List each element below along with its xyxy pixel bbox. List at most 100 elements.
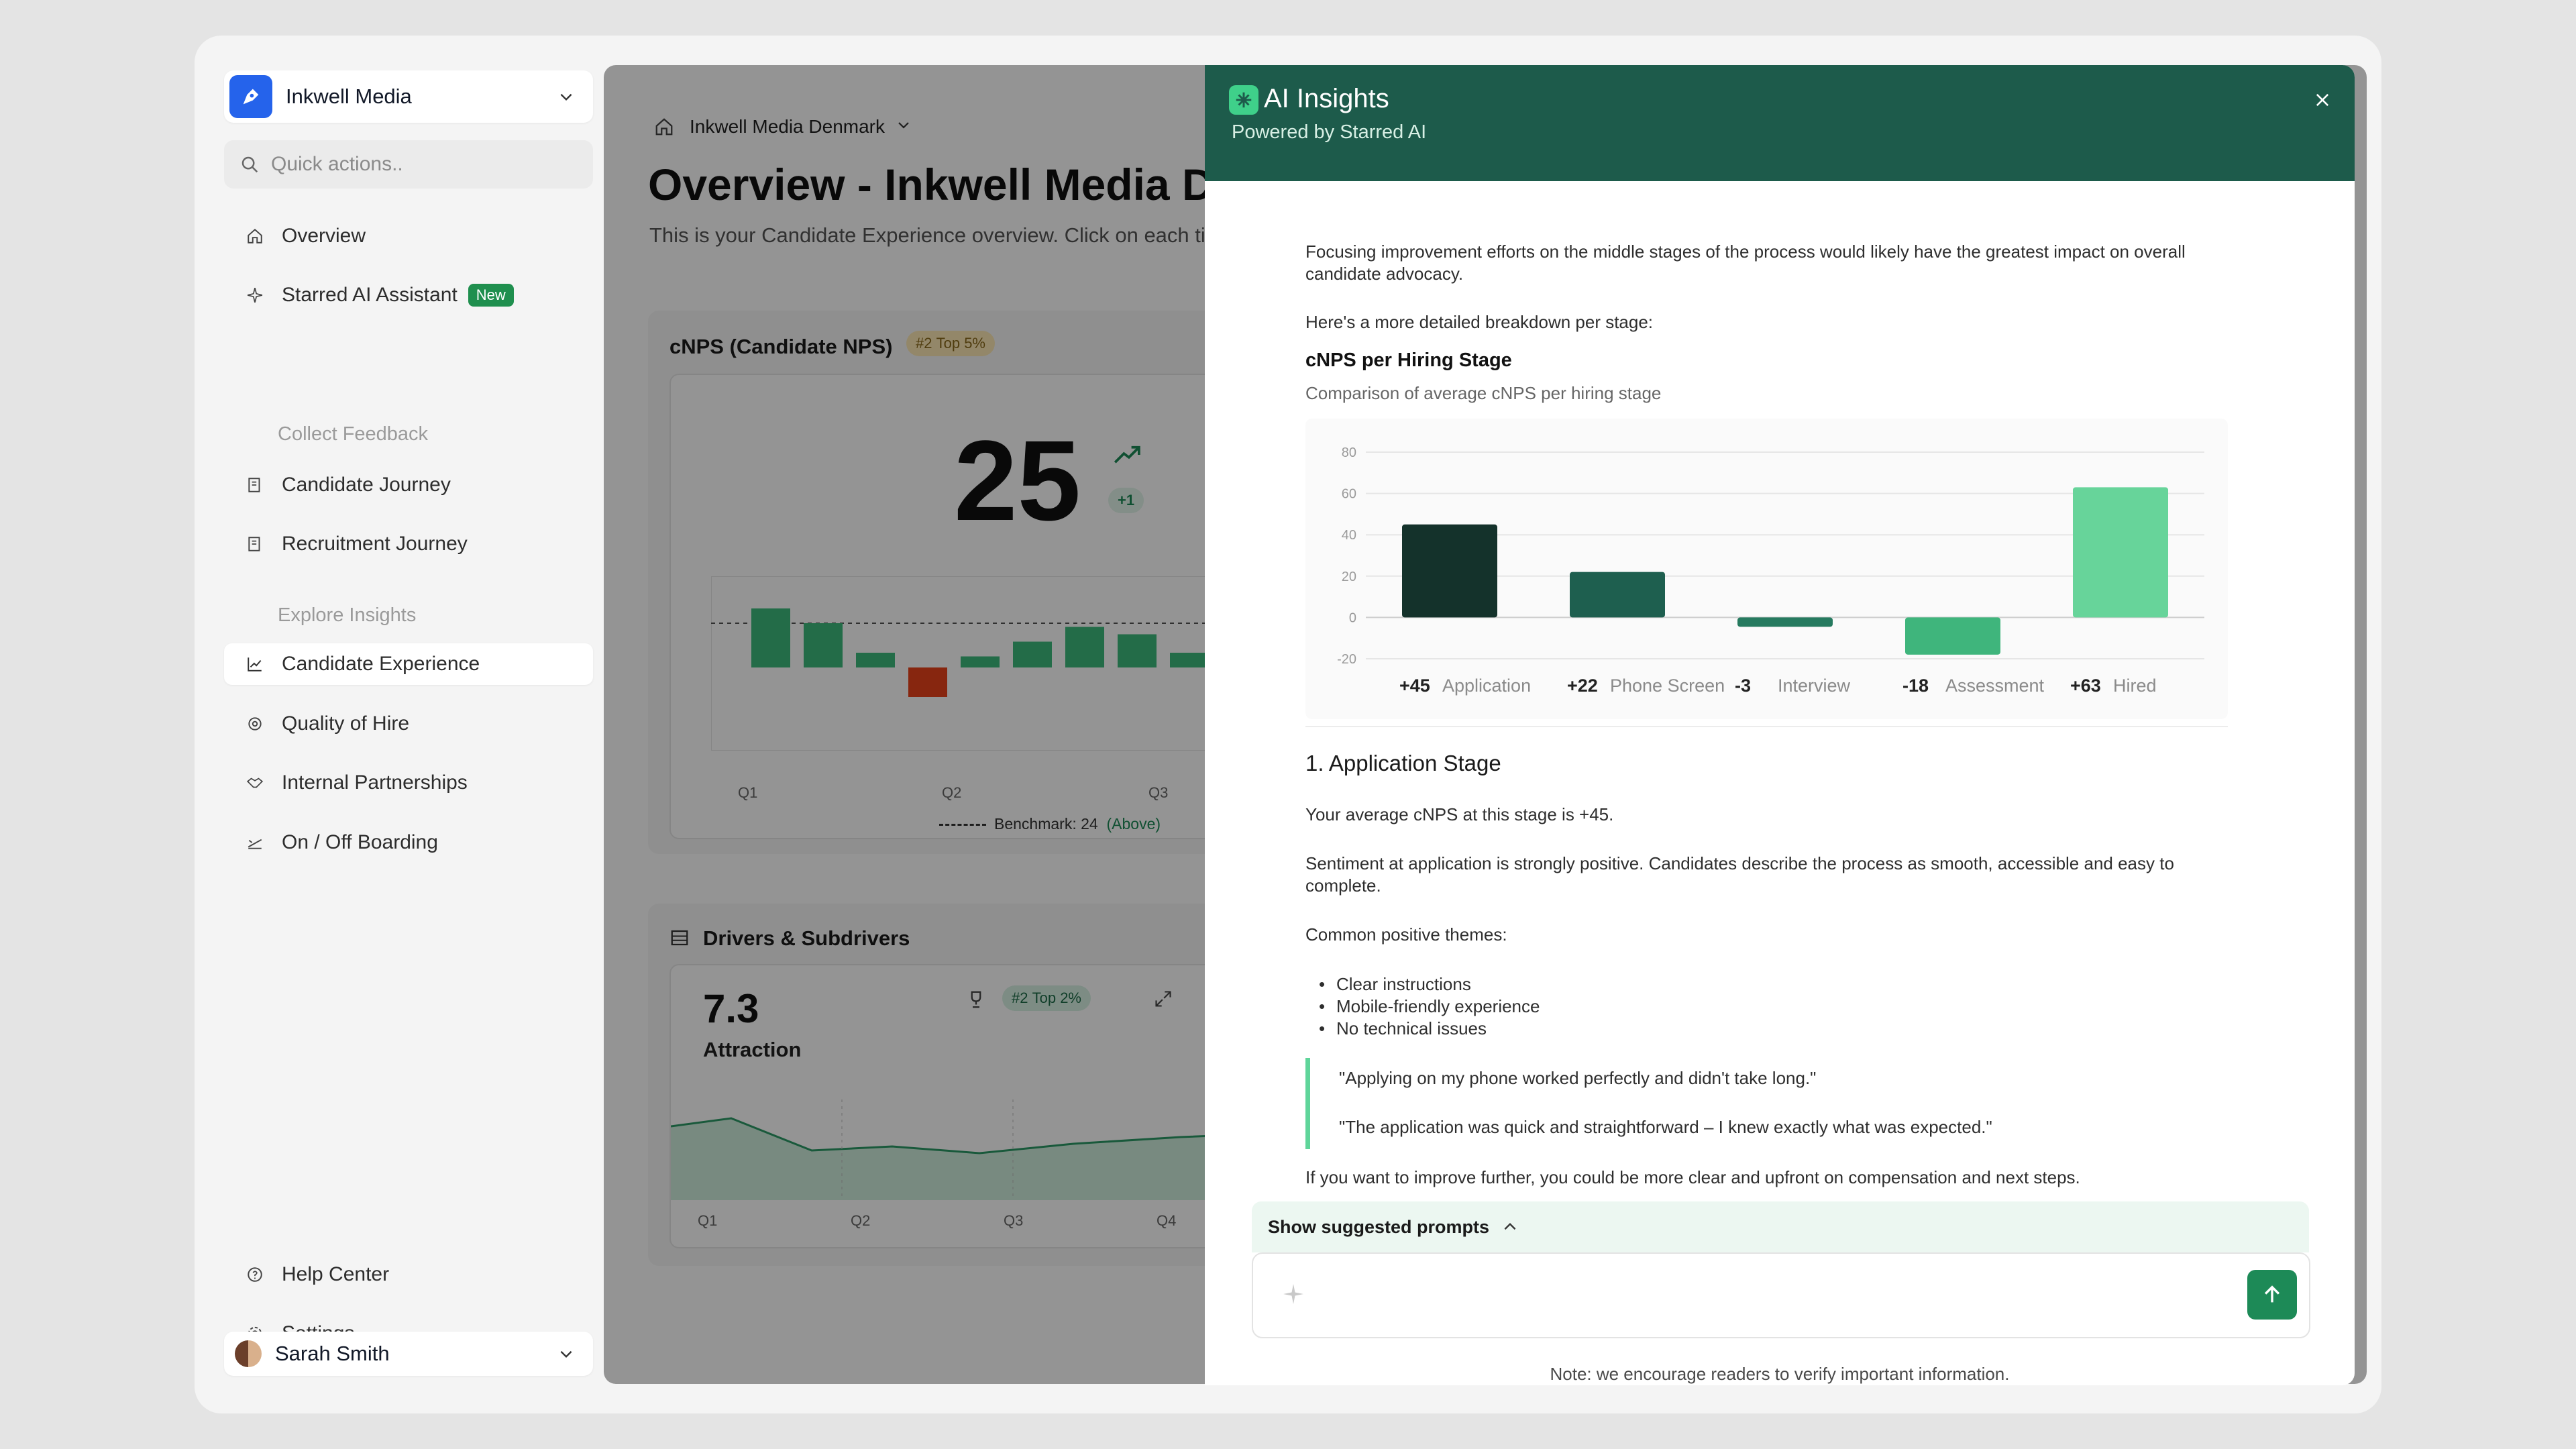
driver-name: Attraction — [703, 1038, 802, 1061]
quarter-label: Q1 — [738, 784, 758, 801]
trophy-icon — [966, 989, 986, 1013]
section-collect-feedback: Collect Feedback — [278, 423, 429, 445]
quarter-label: Q2 — [851, 1212, 871, 1229]
prompts-label: Show suggested prompts — [1268, 1216, 1490, 1237]
sidebar: Inkwell Media Quick actions.. Overview S… — [195, 36, 604, 1413]
sidebar-item-label: On / Off Boarding — [282, 831, 438, 853]
close-icon[interactable] — [2306, 84, 2339, 116]
bar-value-label: +22 — [1567, 676, 1598, 696]
quote-text: "Applying on my phone worked perfectly a… — [1339, 1068, 1817, 1088]
trend-up-icon — [1112, 445, 1143, 468]
new-badge: New — [468, 284, 514, 307]
y-tick-label: -20 — [1337, 652, 1356, 667]
ai-insights-panel: AI Insights Powered by Starred AI Focusi… — [1205, 65, 2355, 1385]
quote-text: "The application was quick and straightf… — [1339, 1117, 1992, 1137]
workspace-name: Inkwell Media — [286, 85, 412, 108]
user-menu[interactable]: Sarah Smith — [224, 1332, 593, 1376]
sidebar-item-label: Candidate Journey — [282, 474, 451, 496]
sidebar-item-label: Internal Partnerships — [282, 771, 468, 794]
improve-text: If you want to improve further, you coul… — [1305, 1167, 2080, 1187]
avatar — [235, 1340, 262, 1367]
rank-text: Top 2% — [1032, 989, 1081, 1006]
sidebar-item-candidate-journey[interactable]: Candidate Journey — [224, 464, 593, 506]
sparkle-icon — [244, 284, 266, 306]
bar-value-label: +63 — [2070, 676, 2101, 696]
cnps-mini-chart — [711, 576, 1248, 751]
bar — [2073, 487, 2168, 618]
driver-score: 7.3 — [703, 986, 759, 1031]
bar — [1065, 627, 1104, 667]
stage-sentiment: Sentiment at application is strongly pos… — [1305, 853, 2174, 896]
sidebar-item-candidate-experience[interactable]: Candidate Experience — [224, 643, 593, 685]
sidebar-item-boarding[interactable]: On / Off Boarding — [224, 822, 593, 863]
stage-heading: 1. Application Stage — [1305, 751, 1501, 775]
breakdown-intro: Here's a more detailed breakdown per sta… — [1305, 312, 1654, 332]
stage-average: Your average cNPS at this stage is +45. — [1305, 804, 1614, 824]
benchmark-status: (Above) — [1106, 815, 1161, 833]
bar — [804, 623, 843, 667]
list-item: Clear instructions — [1319, 973, 1540, 996]
category-label: Phone Screen — [1610, 676, 1725, 696]
suggested-prompts-toggle[interactable]: Show suggested prompts — [1252, 1201, 2309, 1252]
breadcrumb-label: Inkwell Media Denmark — [690, 116, 885, 137]
chevron-down-icon — [896, 116, 912, 138]
cnps-inner: 25 +1 Q1 Q2 Q3 Benchmark: 24 (Above) — [669, 374, 1249, 839]
themes-label: Common positive themes: — [1305, 924, 1507, 945]
send-button[interactable] — [2247, 1270, 2297, 1320]
expand-icon[interactable] — [1154, 989, 1173, 1012]
sidebar-item-starred-ai[interactable]: Starred AI Assistant New — [224, 274, 593, 316]
sidebar-item-label: Candidate Experience — [282, 653, 480, 675]
panel-title: AI Insights — [1264, 84, 1389, 113]
chart-subtitle: Comparison of average cNPS per hiring st… — [1305, 383, 1662, 403]
category-label: Hired — [2113, 676, 2157, 696]
bar-value-label: -18 — [1902, 676, 1929, 696]
sidebar-item-recruitment-journey[interactable]: Recruitment Journey — [224, 523, 593, 565]
chart-title: cNPS per Hiring Stage — [1305, 350, 1512, 371]
rank-number: #2 — [1012, 989, 1028, 1006]
divider — [1305, 726, 2228, 727]
y-tick-label: 20 — [1342, 570, 1356, 584]
table-icon — [669, 928, 690, 951]
y-tick-label: 0 — [1349, 610, 1356, 625]
intro-text: Focusing improvement efforts on the midd… — [1305, 241, 2186, 284]
home-icon — [651, 113, 678, 140]
quote-bar — [1305, 1058, 1310, 1149]
disclaimer-note: Note: we encourage readers to verify imp… — [1550, 1364, 2010, 1384]
sidebar-item-quality-of-hire[interactable]: Quality of Hire — [224, 703, 593, 745]
page-title: Overview - Inkwell Media De — [648, 160, 1239, 209]
help-icon — [244, 1264, 266, 1285]
starred-ai-logo-icon — [1229, 85, 1258, 115]
handshake-icon — [244, 772, 266, 794]
stage-chart-svg: -20 0 20 40 60 80 +45 Application +22 Phone Scree… — [1337, 445, 2204, 696]
drivers-card: Drivers & Subdrivers 7.3 Attraction #2 T… — [648, 904, 1252, 1266]
sidebar-item-overview[interactable]: Overview — [224, 215, 593, 257]
y-tick-label: 40 — [1342, 528, 1356, 543]
benchmark-label: Benchmark: 24 — [994, 815, 1098, 833]
quarter-label: Q4 — [1157, 1212, 1177, 1229]
workspace-switcher[interactable]: Inkwell Media — [224, 70, 593, 123]
list-item: No technical issues — [1319, 1018, 1540, 1040]
bar — [961, 656, 1000, 667]
bar — [1570, 572, 1665, 618]
bar — [751, 608, 790, 667]
cnps-title: cNPS (Candidate NPS) — [669, 335, 893, 358]
bar — [1737, 617, 1833, 627]
themes-list: Clear instructions Mobile-friendly exper… — [1319, 973, 1540, 1040]
y-tick-label: 80 — [1342, 445, 1356, 460]
sidebar-item-label: Recruitment Journey — [282, 533, 468, 555]
cnps-card: cNPS (Candidate NPS) #2 Top 5% 25 +1 — [648, 311, 1252, 854]
rank-number: #2 — [916, 335, 932, 352]
home-icon — [244, 225, 266, 247]
sidebar-item-internal-partnerships[interactable]: Internal Partnerships — [224, 762, 593, 804]
chat-input[interactable] — [1252, 1252, 2310, 1338]
app-window: Inkwell Media Quick actions.. Overview S… — [195, 36, 2381, 1413]
bar — [908, 667, 947, 697]
quick-actions-input[interactable]: Quick actions.. — [224, 140, 593, 189]
sidebar-item-help-center[interactable]: Help Center — [224, 1254, 593, 1295]
chevron-up-icon — [1501, 1218, 1519, 1236]
bar-value-label: -3 — [1735, 676, 1751, 696]
breadcrumb[interactable]: Inkwell Media Denmark — [651, 113, 912, 140]
boarding-icon — [244, 832, 266, 853]
target-icon — [244, 713, 266, 735]
delta-badge: +1 — [1108, 488, 1144, 513]
